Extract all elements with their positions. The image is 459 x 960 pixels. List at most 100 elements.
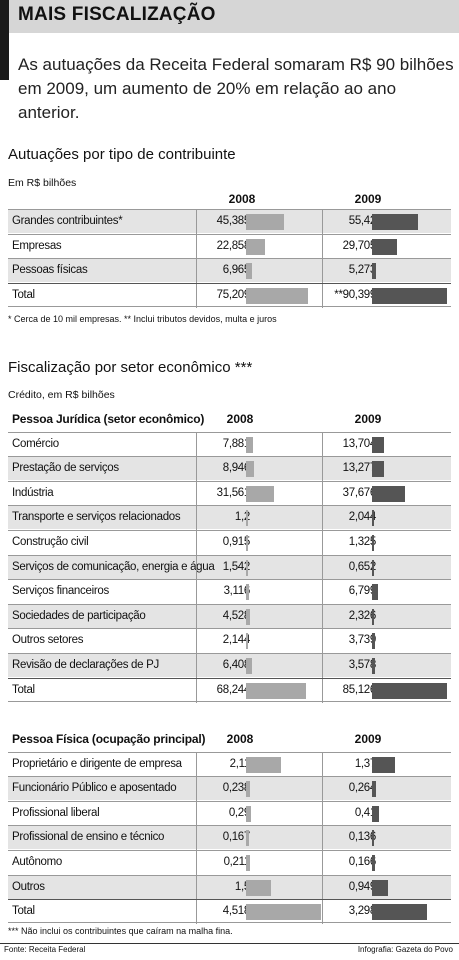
table-row: Construção civil 0,915 1,325 — [8, 530, 451, 555]
value-2008: 3,116 — [223, 585, 251, 598]
table-row: Comércio 7,881 13,704 — [8, 431, 451, 457]
value-2008: 6,965 — [222, 264, 251, 277]
column-divider — [322, 555, 323, 580]
row-label: Grandes contribuintes* — [12, 215, 123, 227]
row-label: Total — [12, 683, 35, 696]
value-2009: 5,273 — [348, 264, 377, 277]
column-divider — [196, 777, 197, 802]
column-divider — [196, 555, 197, 580]
bar-2008 — [246, 263, 252, 280]
value-2008: 75,209 — [216, 288, 251, 301]
value-2009: 0,652 — [348, 560, 377, 573]
value-2009: 6,799 — [348, 585, 377, 598]
bar-2009 — [372, 608, 375, 625]
value-2009: 1,37 — [354, 757, 376, 770]
value-2009: 2,326 — [348, 609, 377, 622]
table-row: Outros 1,5 0,949 — [8, 874, 451, 900]
table-row: Revisão de declarações de PJ 6,408 3,578 — [8, 653, 451, 678]
value-2009: 1,325 — [348, 536, 377, 548]
table-header-row: Pessoa Jurídica (setor econômico) 2008 200… — [8, 407, 451, 431]
bar-2009 — [372, 214, 418, 230]
column-divider — [322, 604, 323, 629]
column-divider — [322, 826, 323, 851]
value-2008: 6,408 — [222, 659, 251, 671]
bar-2008 — [246, 461, 254, 478]
bar-2009 — [372, 238, 397, 255]
bar-2009 — [372, 510, 374, 527]
table-row: Proprietário e dirigente de empresa 2,11 1… — [8, 751, 451, 777]
column-divider — [322, 580, 323, 605]
table-row: Empresas 22,858 29,705 — [8, 233, 451, 259]
table2-subtitle: Crédito, em R$ bilhões — [8, 389, 115, 401]
table1-title: Autuações por tipo de contribuinte — [8, 146, 236, 163]
bar-2009 — [372, 781, 377, 798]
table2-title: Fiscalização por setor econômico *** — [8, 359, 253, 376]
value-2009: 3,578 — [348, 659, 377, 671]
bar-2009 — [372, 633, 376, 650]
lead-text: As autuações da Receita Federal somaram … — [18, 55, 454, 122]
row-label: Comércio — [12, 437, 59, 450]
column-divider — [322, 752, 323, 777]
row-label: Indústria — [12, 486, 54, 499]
column-divider — [196, 678, 197, 703]
bar-2008 — [246, 781, 250, 798]
title-accent-bar — [0, 0, 9, 33]
row-label: Profissional liberal — [12, 806, 100, 819]
value-2008: 1,2 — [234, 511, 250, 524]
value-2008: 4,518 — [222, 905, 251, 918]
table-row: Pessoas físicas 6,965 5,273 — [8, 258, 451, 284]
table-year-2009: 2009 — [354, 412, 382, 426]
value-2008: 31,561 — [216, 486, 251, 499]
bar-2008 — [246, 436, 253, 453]
column-divider — [322, 851, 323, 875]
bar-2009 — [372, 461, 384, 478]
value-2008: 2,11 — [229, 757, 251, 770]
bar-2008 — [246, 756, 282, 773]
value-2008: 22,858 — [216, 239, 251, 252]
table-total-row: Total 4,518 3,298 — [8, 899, 451, 925]
table-header-row: Pessoa Física (ocupação principal) 2008 20… — [8, 727, 451, 751]
row-label: Funcionário Público e aposentado — [12, 782, 177, 795]
value-2008: 0,29 — [228, 806, 250, 819]
table-row: Transporte e serviços relacionados 1,2 2,0… — [8, 505, 451, 531]
value-2009: 85,126 — [342, 683, 377, 696]
column-divider — [196, 210, 197, 234]
value-2009: 0,949 — [348, 880, 377, 893]
footer-rule — [0, 943, 459, 944]
row-label: Total — [12, 288, 35, 301]
table-row: Outros setores 2,144 3,739 — [8, 628, 451, 654]
value-2008: 7,881 — [222, 437, 251, 450]
value-2009: 0,264 — [348, 782, 377, 795]
value-2009: 0,166 — [348, 856, 377, 868]
column-divider — [196, 580, 197, 605]
bar-2008 — [246, 879, 271, 896]
column-divider — [322, 210, 323, 234]
bar-2008 — [246, 658, 252, 674]
bar-2008 — [246, 238, 265, 255]
table-year-2008: 2008 — [226, 732, 254, 746]
value-2008: 0,915 — [222, 536, 251, 548]
table-row: Sociedades de participação 4,528 2,326 — [8, 603, 451, 629]
bar-2008 — [246, 608, 250, 625]
table-row: Profissional liberal 0,29 0,41 — [8, 800, 451, 826]
column-divider — [196, 801, 197, 826]
bar-2009 — [372, 263, 377, 280]
value-2009: 13,277 — [342, 462, 377, 475]
value-2009: 55,42 — [348, 215, 377, 227]
row-label: Autônomo — [12, 856, 63, 868]
value-2009: 3,739 — [348, 634, 377, 647]
row-label: Revisão de declarações de PJ — [12, 659, 159, 671]
value-2008: 2,144 — [222, 634, 251, 647]
table-row: Indústria 31,561 37,676 — [8, 480, 451, 506]
row-label: Serviços financeiros — [12, 585, 109, 598]
column-divider — [196, 654, 197, 678]
bar-2009 — [372, 855, 375, 871]
table-year-2009: 2009 — [354, 732, 382, 746]
table-row: Grandes contribuintes* 45,385 55,42 — [8, 209, 451, 234]
value-2008: 0,167 — [222, 831, 251, 844]
row-label: Transporte e serviços relacionados — [12, 511, 181, 524]
bar-2008 — [246, 904, 321, 921]
lead-accent-bar — [0, 33, 9, 80]
value-2009: 29,705 — [342, 239, 377, 252]
column-divider — [196, 506, 197, 531]
